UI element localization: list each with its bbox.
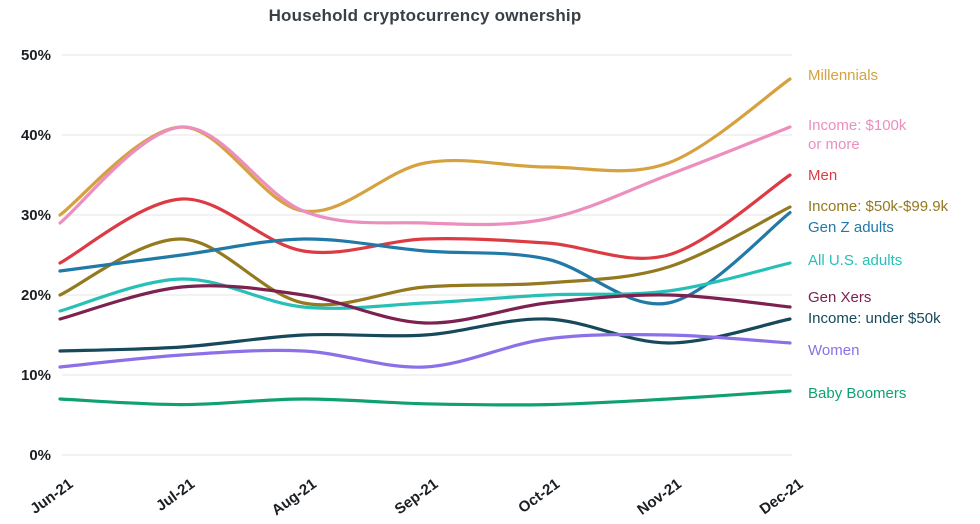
x-axis-tick-Jun-21: Jun-21 — [27, 475, 76, 517]
series-line-income-100k-or-more — [58, 125, 792, 227]
y-axis-tick-10%: 10% — [21, 367, 51, 384]
y-axis-tick-30%: 30% — [21, 207, 51, 224]
x-axis-tick-Oct-21: Oct-21 — [515, 475, 563, 516]
chart-title: Household cryptocurrency ownership — [268, 6, 582, 25]
y-axis-tick-50%: 50% — [21, 47, 51, 64]
series-line-men — [58, 173, 792, 265]
x-axis-tick-Dec-21: Dec-21 — [757, 475, 807, 518]
x-axis-tick-Jul-21: Jul-21 — [153, 475, 198, 514]
series-line-baby-boomers — [58, 389, 792, 407]
y-axis-tick-0%: 0% — [29, 447, 51, 464]
y-axis-tick-20%: 20% — [21, 287, 51, 304]
series-line-millennials — [58, 77, 792, 217]
series-line-all-u-s-adults — [58, 261, 792, 313]
x-axis-tick-Aug-21: Aug-21 — [269, 475, 320, 519]
series-line-gen-z-adults — [58, 211, 792, 306]
series-line-income-under-50k — [58, 317, 792, 353]
x-axis-tick-Sep-21: Sep-21 — [392, 475, 442, 518]
x-axis-tick-Nov-21: Nov-21 — [634, 475, 684, 518]
series-line-income-50k-99-9k — [58, 205, 792, 307]
y-axis-tick-40%: 40% — [21, 127, 51, 144]
series-line-gen-xers — [58, 284, 792, 325]
series-line-women — [58, 332, 792, 369]
